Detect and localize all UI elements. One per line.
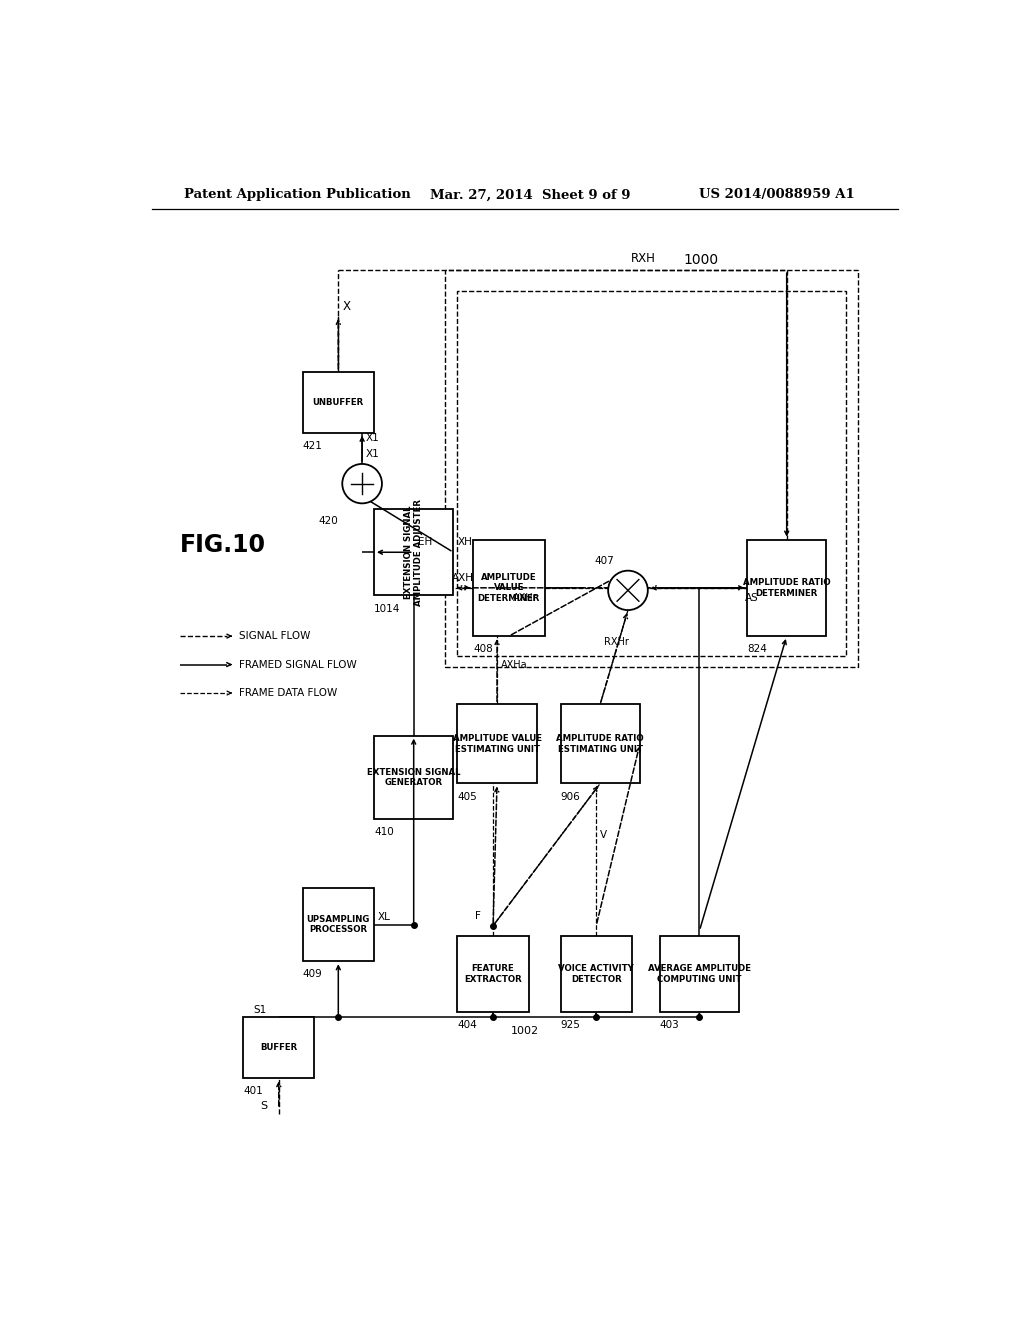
Text: 824: 824 (748, 644, 767, 655)
Bar (560, 936, 632, 1012)
Text: S: S (260, 1101, 267, 1110)
Ellipse shape (342, 463, 382, 503)
Text: S1: S1 (254, 1006, 267, 1015)
Text: 401: 401 (243, 1086, 263, 1097)
Bar (303, 372, 374, 433)
Text: X1: X1 (367, 433, 380, 444)
Text: AMPLITUDE VALUE
ESTIMATING UNIT: AMPLITUDE VALUE ESTIMATING UNIT (453, 734, 542, 754)
Text: 1002: 1002 (511, 1026, 539, 1036)
Bar (445, 271, 858, 667)
Text: 420: 420 (318, 516, 338, 525)
Bar (748, 540, 826, 636)
Text: US 2014/0088959 A1: US 2014/0088959 A1 (699, 189, 855, 202)
Text: RXH: RXH (631, 252, 656, 265)
Bar (303, 888, 374, 961)
Text: SIGNAL FLOW: SIGNAL FLOW (240, 631, 310, 642)
Text: RXHr: RXHr (604, 638, 629, 647)
Bar (374, 735, 454, 818)
Bar (374, 510, 454, 595)
Ellipse shape (608, 570, 648, 610)
Bar (458, 290, 846, 656)
Text: F: F (475, 911, 481, 921)
Text: EXTENSION SIGNAL
AMPLITUDE ADJUSTER: EXTENSION SIGNAL AMPLITUDE ADJUSTER (404, 499, 423, 606)
Text: FEATURE
EXTRACTOR: FEATURE EXTRACTOR (464, 965, 522, 983)
Text: 925: 925 (560, 1020, 581, 1031)
Text: 408: 408 (473, 644, 493, 655)
Text: V: V (600, 830, 607, 840)
Text: 405: 405 (458, 792, 477, 801)
Text: Patent Application Publication: Patent Application Publication (183, 189, 411, 202)
Bar (243, 1018, 314, 1078)
Text: X1: X1 (367, 449, 380, 459)
Text: AS: AS (745, 593, 759, 603)
Text: 1014: 1014 (374, 603, 400, 614)
Text: X: X (342, 300, 350, 313)
Text: 421: 421 (303, 441, 323, 451)
Text: 403: 403 (659, 1020, 680, 1031)
Text: 906: 906 (560, 792, 581, 801)
Text: 407: 407 (594, 556, 614, 565)
Text: AMPLITUDE RATIO
ESTIMATING UNIT: AMPLITUDE RATIO ESTIMATING UNIT (556, 734, 644, 754)
Text: EXTENSION SIGNAL
GENERATOR: EXTENSION SIGNAL GENERATOR (367, 768, 461, 787)
Text: FRAME DATA FLOW: FRAME DATA FLOW (240, 688, 337, 698)
Text: XL: XL (378, 912, 391, 921)
Text: UNBUFFER: UNBUFFER (312, 397, 364, 407)
Text: 409: 409 (303, 969, 323, 979)
Text: UPSAMPLING
PROCESSOR: UPSAMPLING PROCESSOR (306, 915, 370, 935)
Text: 404: 404 (458, 1020, 477, 1031)
Text: EH: EH (418, 537, 432, 548)
Text: BUFFER: BUFFER (260, 1043, 297, 1052)
Text: 1000: 1000 (684, 253, 719, 267)
Text: FIG.10: FIG.10 (179, 533, 265, 557)
Text: VOICE ACTIVITY
DETECTOR: VOICE ACTIVITY DETECTOR (558, 965, 634, 983)
Text: 410: 410 (374, 828, 394, 837)
Text: AXHr: AXHr (513, 593, 538, 603)
Text: AXH: AXH (453, 573, 474, 582)
Text: XH: XH (458, 537, 472, 548)
Bar (458, 936, 528, 1012)
Text: AMPLITUDE
VALUE
DETERMINER: AMPLITUDE VALUE DETERMINER (478, 573, 540, 603)
Text: FRAMED SIGNAL FLOW: FRAMED SIGNAL FLOW (240, 660, 356, 669)
Text: Mar. 27, 2014  Sheet 9 of 9: Mar. 27, 2014 Sheet 9 of 9 (430, 189, 630, 202)
Bar (458, 704, 537, 784)
Text: AXHa: AXHa (501, 660, 527, 671)
Bar (560, 704, 640, 784)
Bar (473, 540, 545, 636)
Text: AVERAGE AMPLITUDE
COMPUTING UNIT: AVERAGE AMPLITUDE COMPUTING UNIT (648, 965, 751, 983)
Bar (659, 936, 739, 1012)
Text: AMPLITUDE RATIO
DETERMINER: AMPLITUDE RATIO DETERMINER (742, 578, 830, 598)
